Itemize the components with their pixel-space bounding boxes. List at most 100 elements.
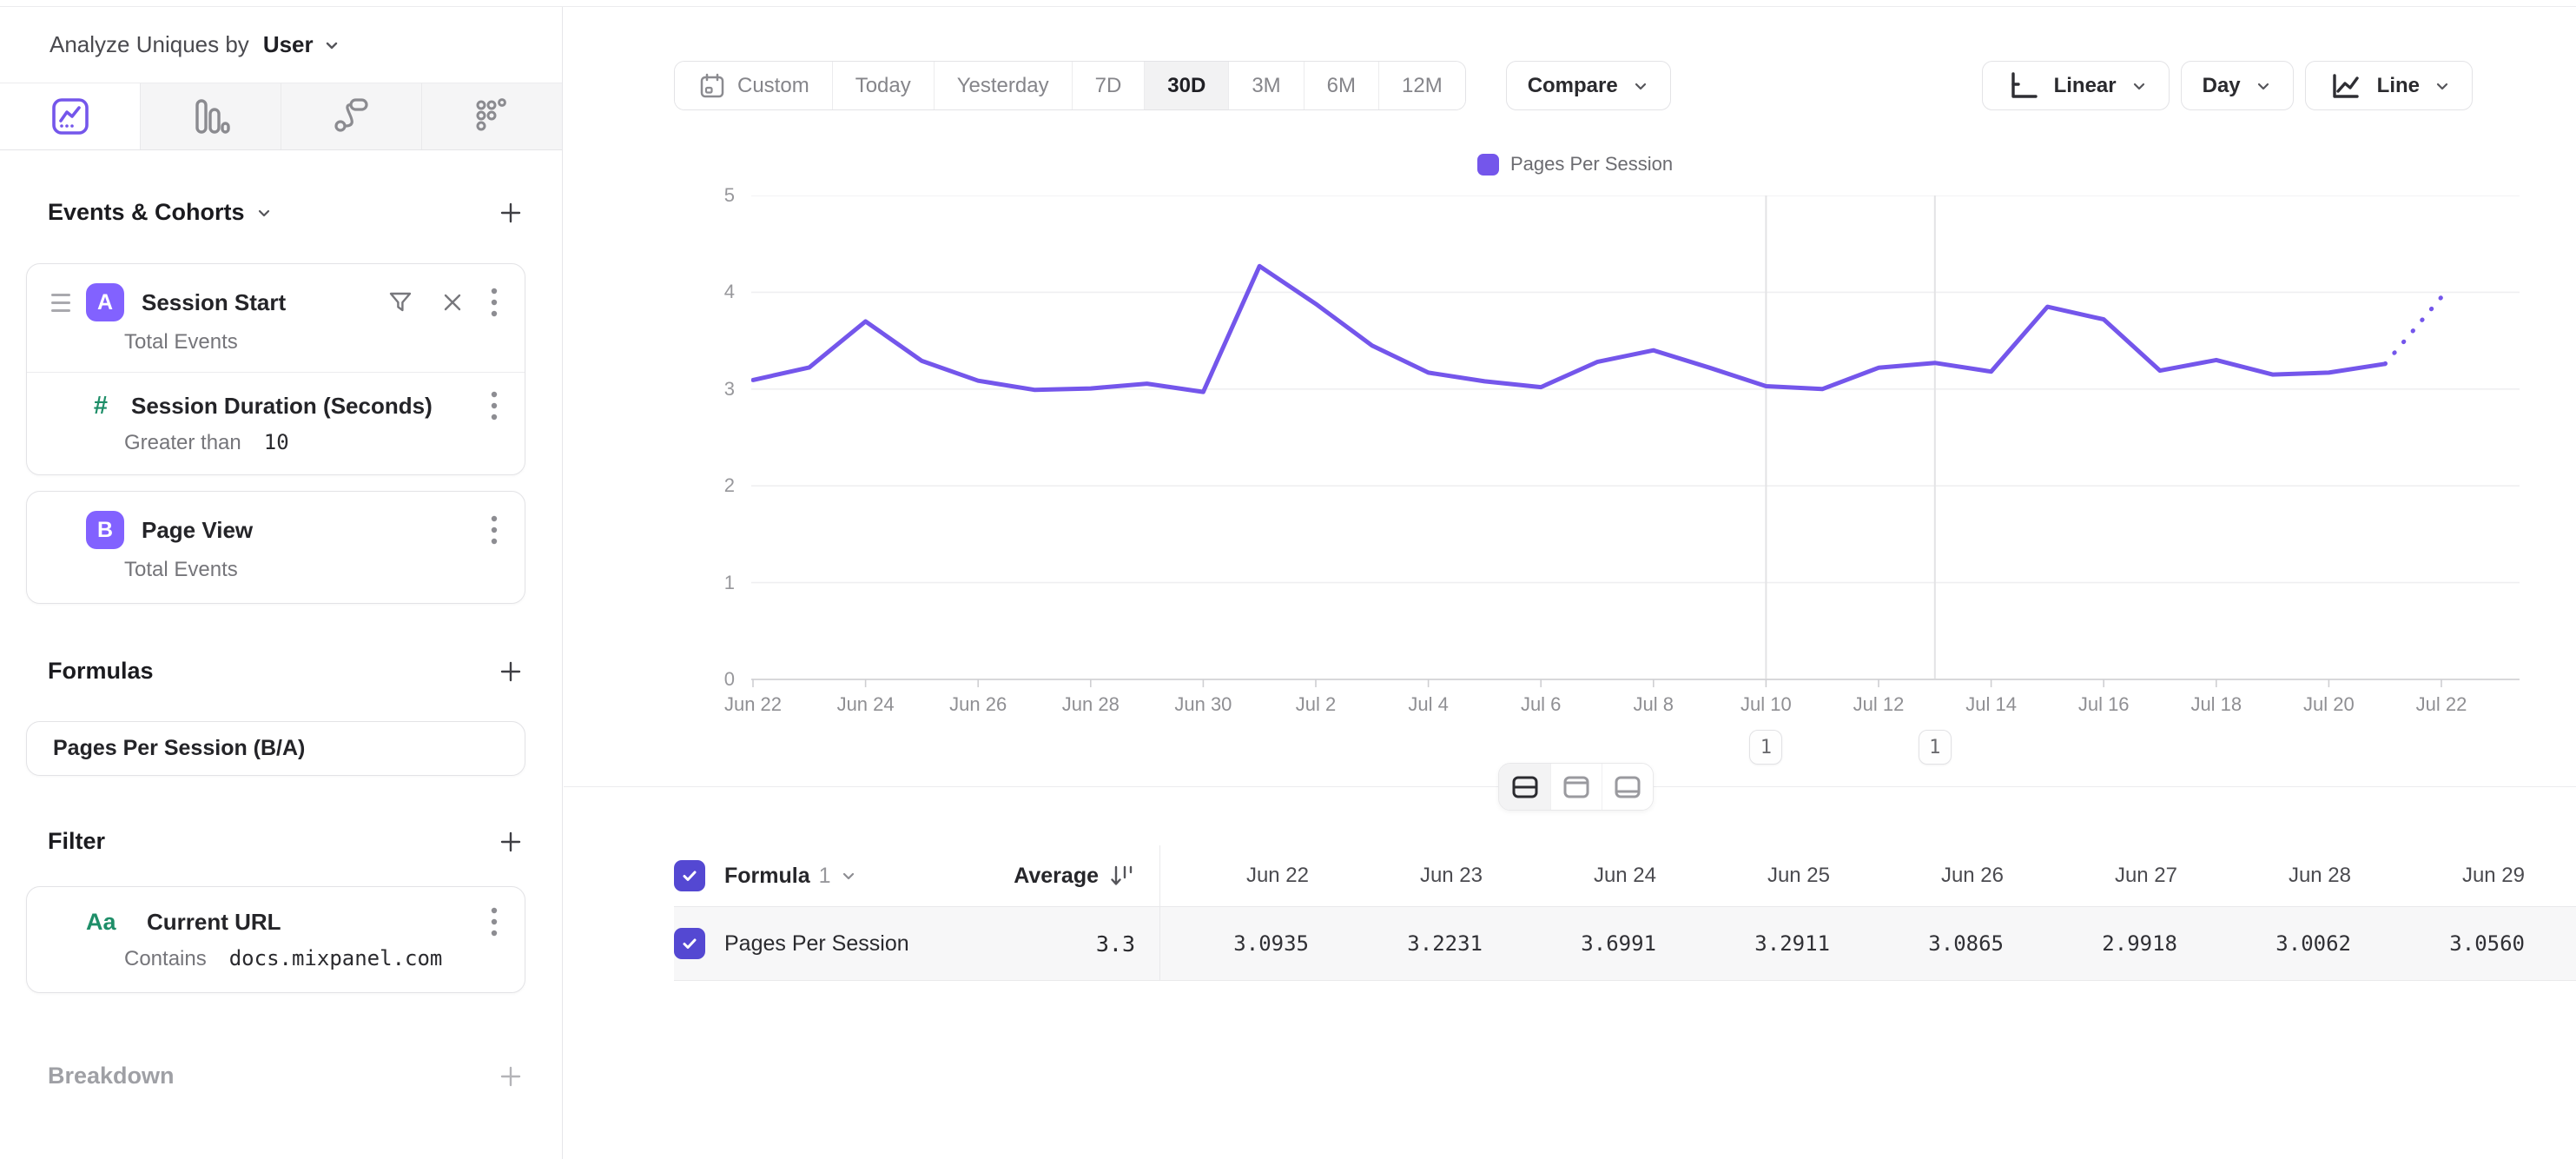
add-filter-button[interactable] [498, 829, 524, 855]
range-3m[interactable]: 3M [1228, 62, 1304, 109]
table-date-header[interactable]: Jun 26 [1940, 864, 2004, 887]
annotation-badge[interactable]: 1 [1918, 730, 1952, 765]
chevron-down-icon[interactable] [840, 867, 857, 884]
split-view-button[interactable] [1499, 764, 1550, 810]
filter-title: Filter [48, 828, 106, 854]
table-date-header[interactable]: Jun 24 [1593, 864, 1656, 887]
calendar-icon [697, 71, 727, 101]
tab-insights[interactable] [0, 83, 140, 149]
event-metric[interactable]: Total Events [124, 330, 238, 354]
filter-property[interactable]: Current URL [147, 908, 281, 935]
analyze-uniques-value[interactable]: User [262, 31, 314, 57]
sort-descending-icon[interactable] [1107, 862, 1135, 890]
row-series-name: Pages Per Session [724, 931, 909, 956]
y-axis-label: 4 [723, 281, 735, 303]
tab-funnels[interactable] [140, 83, 281, 149]
range-12m[interactable]: 12M [1378, 62, 1465, 109]
events-cohorts-header: Events & Cohorts [48, 199, 524, 226]
x-axis-label: Jul 8 [1633, 693, 1674, 715]
event-name[interactable]: Session Start [142, 288, 287, 315]
row-checkbox[interactable] [674, 928, 705, 959]
remove-event-icon[interactable] [439, 289, 466, 315]
series-line[interactable] [750, 263, 2388, 394]
chevron-down-icon[interactable] [255, 204, 273, 222]
table-date-header[interactable]: Jun 27 [2114, 864, 2177, 887]
event-card-page-view[interactable]: B Page View Total Events [26, 491, 525, 604]
granularity-button[interactable]: Day [2180, 61, 2294, 110]
chevron-down-icon [2436, 83, 2448, 89]
row-value-cell: 2.9918 [2102, 931, 2177, 956]
table-date-header[interactable]: Jun 22 [1245, 864, 1309, 887]
formula-header-label[interactable]: Formula [724, 863, 810, 888]
date-range-segmented-control: Custom Today Yesterday 7D 30D 3M 6M 12M [674, 61, 1466, 110]
y-axis-label: 1 [723, 571, 735, 593]
view-toggle [1498, 763, 1654, 811]
inline-filter-operator[interactable]: Greater than [124, 431, 241, 454]
chart-only-view-button[interactable] [1550, 764, 1602, 810]
formula-card[interactable]: Pages Per Session (B/A) [26, 721, 525, 776]
table-row[interactable]: Pages Per Session 3.3 [674, 906, 1159, 981]
event-metric[interactable]: Total Events [124, 558, 238, 581]
insights-chart-icon [50, 96, 90, 136]
add-formula-button[interactable] [498, 659, 524, 685]
range-6m[interactable]: 6M [1303, 62, 1378, 109]
table-date-header[interactable]: Jun 28 [2288, 864, 2351, 887]
event-card-session-start[interactable]: A Session Start Total Events # [26, 263, 525, 475]
query-builder-sidebar: Analyze Uniques by User [0, 7, 563, 1159]
inline-filter-property[interactable]: Session Duration (Seconds) [131, 392, 433, 419]
table-only-view-button[interactable] [1602, 764, 1653, 810]
kebab-menu-icon[interactable] [490, 906, 499, 937]
event-name[interactable]: Page View [142, 516, 254, 543]
formula-header-index: 1 [818, 863, 831, 888]
annotation-badge[interactable]: 1 [1749, 730, 1783, 765]
results-table: Formula 1 Average Jun 22 Jun 23 Jun 24 Jun … [564, 845, 2576, 1054]
formula-name[interactable]: Pages Per Session (B/A) [53, 736, 306, 760]
breakdown-header: Breakdown [48, 1063, 524, 1089]
row-value-cell: 3.0560 [2449, 931, 2525, 956]
y-axis-label: 5 [723, 184, 735, 206]
scale-button[interactable]: Linear [1981, 61, 2170, 110]
average-header[interactable]: Average [1014, 863, 1099, 888]
kebab-menu-icon[interactable] [490, 390, 499, 421]
report-main-area: Custom Today Yesterday 7D 30D 3M 6M 12M Compare… [564, 7, 2576, 1159]
range-yesterday[interactable]: Yesterday [933, 62, 1072, 109]
filter-operator[interactable]: Contains [124, 947, 207, 970]
select-all-checkbox[interactable] [674, 860, 705, 891]
frozen-column-divider [1159, 845, 1160, 981]
table-header-name-cell: Formula 1 Average [674, 845, 1159, 906]
split-view-icon [1510, 772, 1540, 802]
add-breakdown-button[interactable] [498, 1063, 524, 1089]
range-today[interactable]: Today [831, 62, 934, 109]
compare-button[interactable]: Compare [1505, 61, 1671, 110]
x-axis-label: Jul 6 [1520, 693, 1562, 715]
filter-card[interactable]: Aa Current URL Contains docs.mixpanel.co… [26, 886, 525, 993]
x-axis-label: Jul 16 [2077, 693, 2130, 715]
tab-flows[interactable] [281, 83, 421, 149]
series-line-projected[interactable] [2382, 295, 2444, 367]
analyze-uniques-label: Analyze Uniques by [50, 31, 249, 57]
add-event-button[interactable] [498, 200, 524, 226]
range-custom[interactable]: Custom [675, 62, 832, 109]
tab-retention[interactable] [421, 83, 562, 149]
kebab-menu-icon[interactable] [490, 514, 499, 546]
chart-type-button[interactable]: Line [2304, 61, 2473, 110]
table-date-header[interactable]: Jun 25 [1767, 864, 1830, 887]
drag-handle-icon[interactable] [51, 293, 70, 312]
flows-icon [332, 96, 372, 136]
top-border [0, 6, 2576, 7]
range-7d[interactable]: 7D [1071, 62, 1145, 109]
filter-value[interactable]: docs.mixpanel.com [228, 946, 443, 970]
filter-funnel-icon[interactable] [386, 288, 415, 317]
chart-legend[interactable]: Pages Per Session [1477, 153, 1673, 176]
table-date-header[interactable]: Jun 29 [2461, 864, 2525, 887]
report-type-tabs [0, 83, 562, 150]
chart-toolbar: Custom Today Yesterday 7D 30D 3M 6M 12M Compare… [564, 61, 2576, 110]
chevron-down-icon[interactable] [322, 36, 341, 55]
range-30d[interactable]: 30D [1144, 62, 1229, 109]
chart-plot-area[interactable] [750, 195, 2520, 692]
x-axis-label: Jul 20 [2303, 693, 2355, 715]
inline-filter-value[interactable]: 10 [263, 430, 289, 454]
table-date-header[interactable]: Jun 23 [1419, 864, 1483, 887]
kebab-menu-icon[interactable] [490, 287, 499, 318]
x-axis-label: Jun 24 [836, 693, 895, 715]
